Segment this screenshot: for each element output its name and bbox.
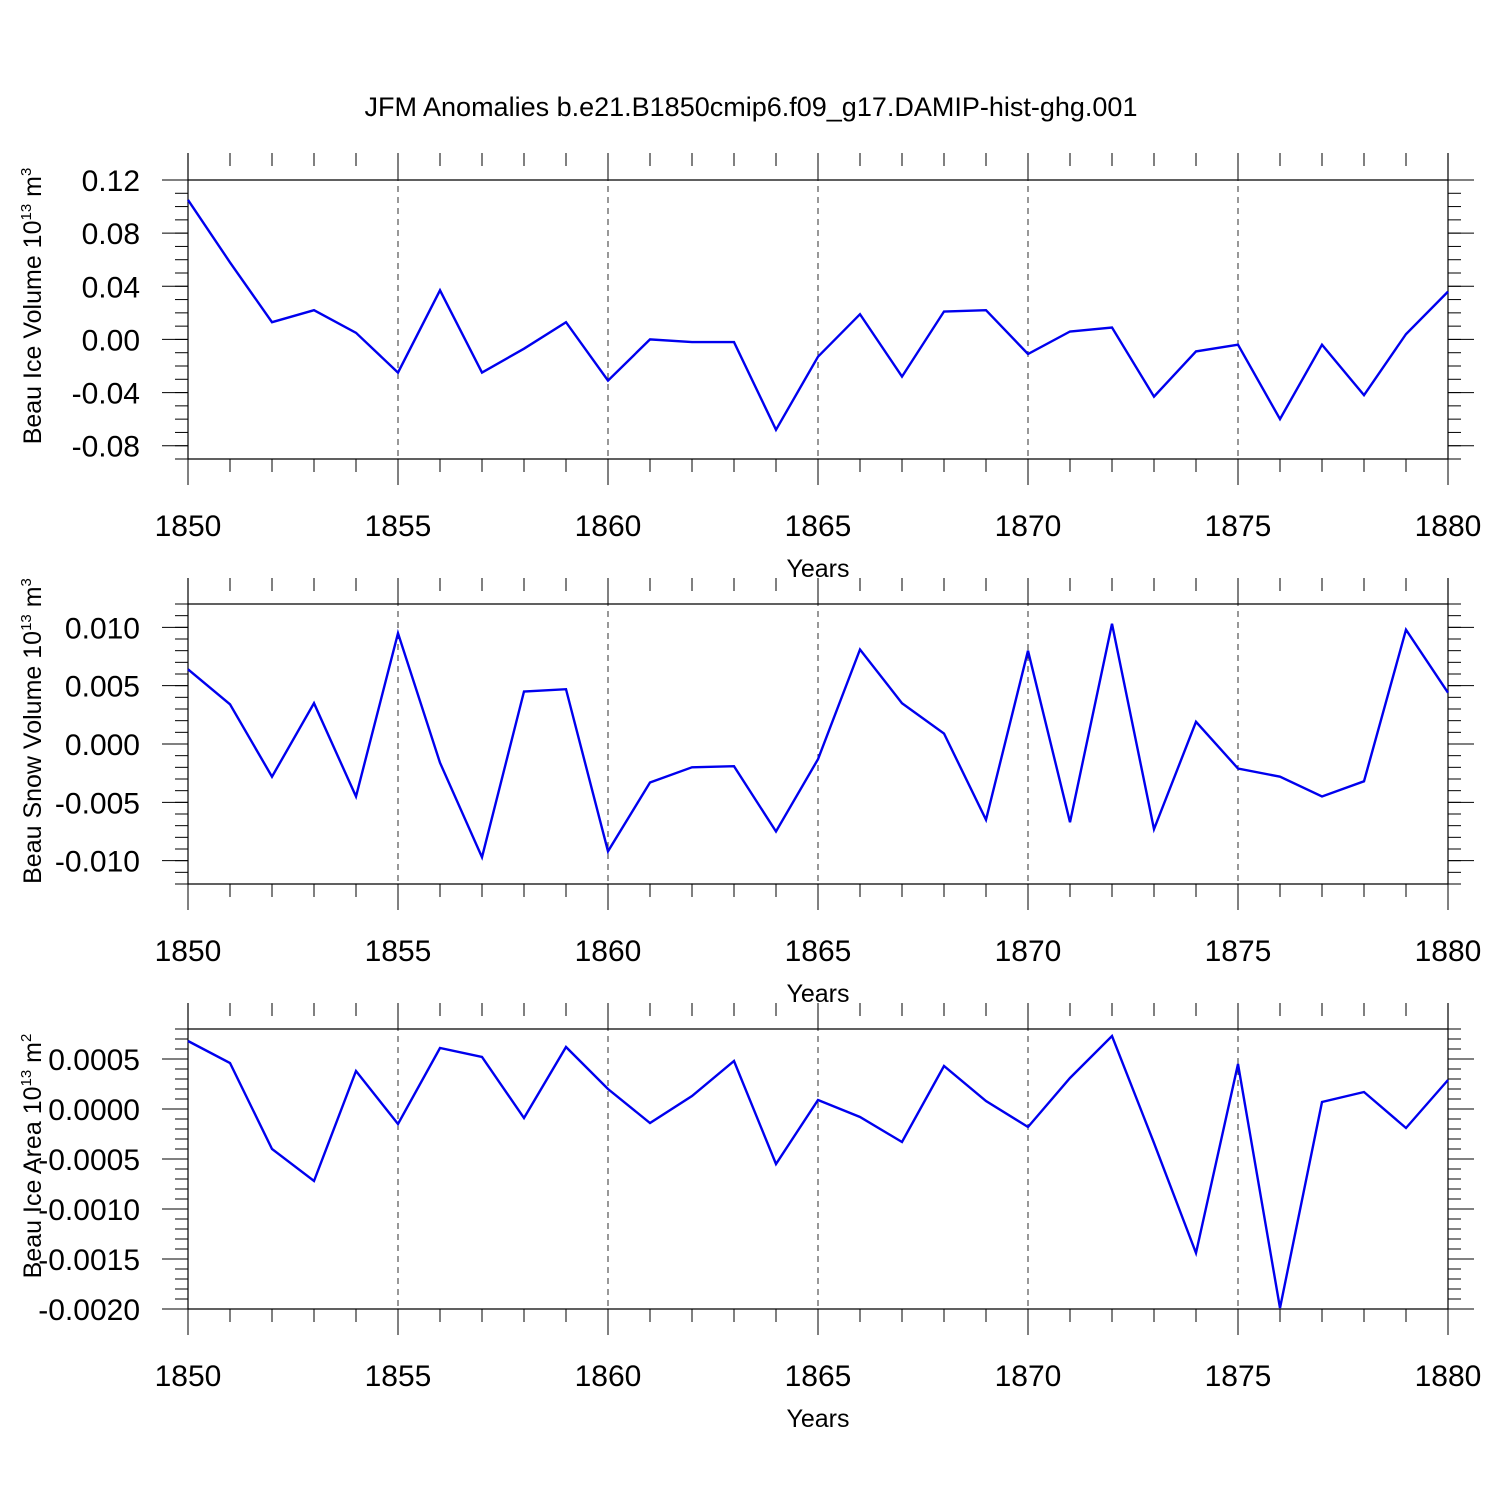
panel-2: 0.010 0.005 0.000 -0.005 -0.010 1850 1855 1860 1… [18, 578, 1481, 1008]
x-tick-label: 1875 [1205, 1360, 1272, 1393]
panel-1: 0.12 0.08 0.04 0.00 -0.04 -0.08 1850 1855 1860 18… [18, 153, 1481, 583]
y-axis-label: Beau Ice Volume 1013 m3 [18, 168, 47, 445]
x-tick-label: 1880 [1415, 1360, 1482, 1393]
y-tick-label: 0.04 [82, 271, 140, 304]
x-tick-label: 1870 [995, 510, 1062, 543]
y-tick-label: 0.000 [65, 729, 140, 762]
x-tick-label: 1875 [1205, 510, 1272, 543]
y-tick-label: 0.12 [82, 165, 140, 198]
x-tick-label: 1855 [365, 510, 432, 543]
y-tick-label: 0.08 [82, 218, 140, 251]
panel-3: 0.0005 0.0000 -0.0005 -0.0010 -0.0015 -0.0020… [18, 1003, 1481, 1433]
y-tick-label: -0.0005 [38, 1144, 140, 1177]
y-tick-label: -0.0020 [38, 1294, 140, 1327]
y-tick-label: -0.0010 [38, 1194, 140, 1227]
x-tick-label: 1860 [575, 510, 642, 543]
y-tick-label: -0.04 [72, 378, 140, 411]
x-tick-label: 1865 [785, 510, 852, 543]
series-line [187, 1033, 1449, 1309]
y-axis-label: Beau Ice Area 1013 m2 [18, 1034, 47, 1279]
x-tick-label: 1865 [785, 1360, 852, 1393]
series-line [187, 623, 1449, 861]
x-tick-label: 1855 [365, 935, 432, 968]
y-tick-label: 0.005 [65, 671, 140, 704]
x-tick-label: 1870 [995, 935, 1062, 968]
x-axis-label: Years [786, 1405, 849, 1433]
x-tick-label: 1850 [155, 935, 222, 968]
x-tick-label: 1880 [1415, 935, 1482, 968]
x-tick-label: 1875 [1205, 935, 1272, 968]
y-tick-label: 0.010 [65, 612, 140, 645]
y-tick-label: 0.0005 [48, 1044, 140, 1077]
y-tick-label: -0.0015 [38, 1244, 140, 1277]
chart-title: JFM Anomalies b.e21.B1850cmip6.f09_g17.D… [365, 92, 1138, 122]
x-tick-label: 1865 [785, 935, 852, 968]
x-tick-label: 1860 [575, 935, 642, 968]
y-tick-label: -0.005 [55, 787, 140, 820]
panels: 0.12 0.08 0.04 0.00 -0.04 -0.08 1850 1855 1860 18… [18, 153, 1481, 1433]
x-tick-label: 1880 [1415, 510, 1482, 543]
y-tick-label: -0.010 [55, 846, 140, 879]
y-axis-label: Beau Snow Volume 1013 m3 [18, 578, 47, 884]
y-tick-label: 0.0000 [48, 1094, 140, 1127]
x-tick-label: 1850 [155, 1360, 222, 1393]
y-tick-label: -0.08 [72, 431, 140, 464]
x-tick-label: 1860 [575, 1360, 642, 1393]
series-line [187, 199, 1449, 433]
x-tick-label: 1855 [365, 1360, 432, 1393]
x-tick-label: 1870 [995, 1360, 1062, 1393]
y-tick-label: 0.00 [82, 324, 140, 357]
x-tick-label: 1850 [155, 510, 222, 543]
